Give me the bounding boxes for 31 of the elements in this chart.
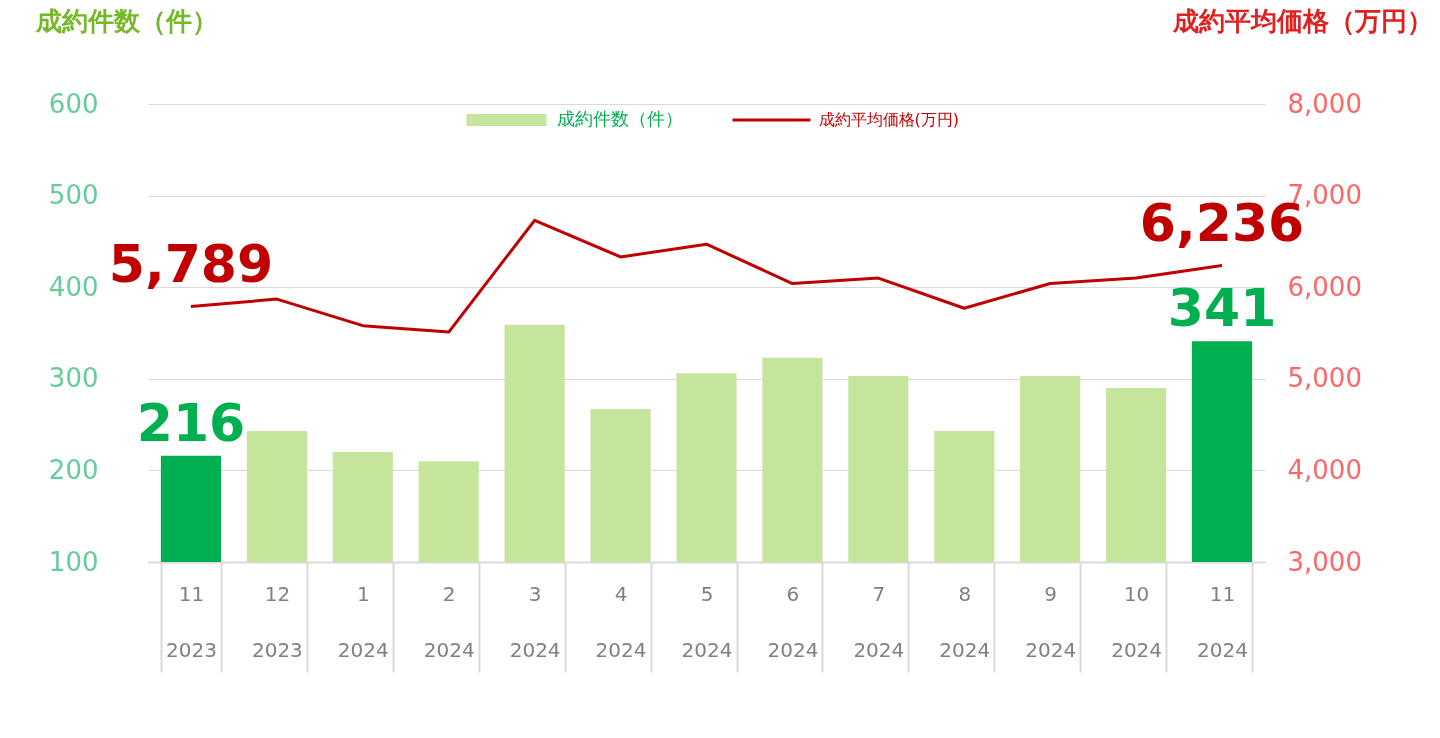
y-tick-label: 500 (48, 180, 99, 211)
category-label: 4 2024 (595, 581, 647, 662)
legend-label: 成約平均価格(万円) (818, 110, 959, 129)
y2-tick-label: 5,000 (1287, 363, 1362, 394)
y2-tick-label: 3,000 (1287, 546, 1362, 577)
y-tick-label: 400 (48, 271, 99, 302)
data-label: 5,789 (108, 233, 274, 294)
legend-label: 成約件数（件） (556, 108, 683, 129)
y-tick-label: 300 (48, 363, 99, 394)
category-label: 11 2023 (166, 581, 217, 662)
y-tick-label: 600 (48, 88, 99, 119)
y-axis-title: 成約件数（件） (35, 6, 218, 36)
category-label: 1 2024 (337, 581, 389, 662)
category-label: 8 2024 (939, 581, 991, 662)
category-label: 11 2024 (1197, 581, 1248, 662)
y2-tick-label: 6,000 (1287, 271, 1362, 302)
data-label: 341 (1167, 278, 1277, 339)
category-label: 12 2023 (251, 581, 303, 662)
category-label: 7 2024 (853, 581, 905, 662)
y2-tick-label: 8,000 (1287, 88, 1362, 119)
y-tick-label: 100 (48, 546, 99, 577)
category-label: 5 2024 (681, 581, 733, 662)
category-label: 6 2024 (767, 581, 819, 662)
category-label: 10 2024 (1111, 581, 1163, 662)
y2-tick-label: 4,000 (1287, 454, 1362, 485)
category-label: 9 2024 (1025, 581, 1077, 662)
y2-axis-title: 成約平均価格（万円） (1172, 6, 1433, 36)
category-label: 2 2024 (423, 581, 475, 662)
data-label: 216 (136, 392, 246, 453)
y-tick-label: 200 (48, 454, 99, 485)
category-label: 3 2024 (509, 581, 561, 662)
